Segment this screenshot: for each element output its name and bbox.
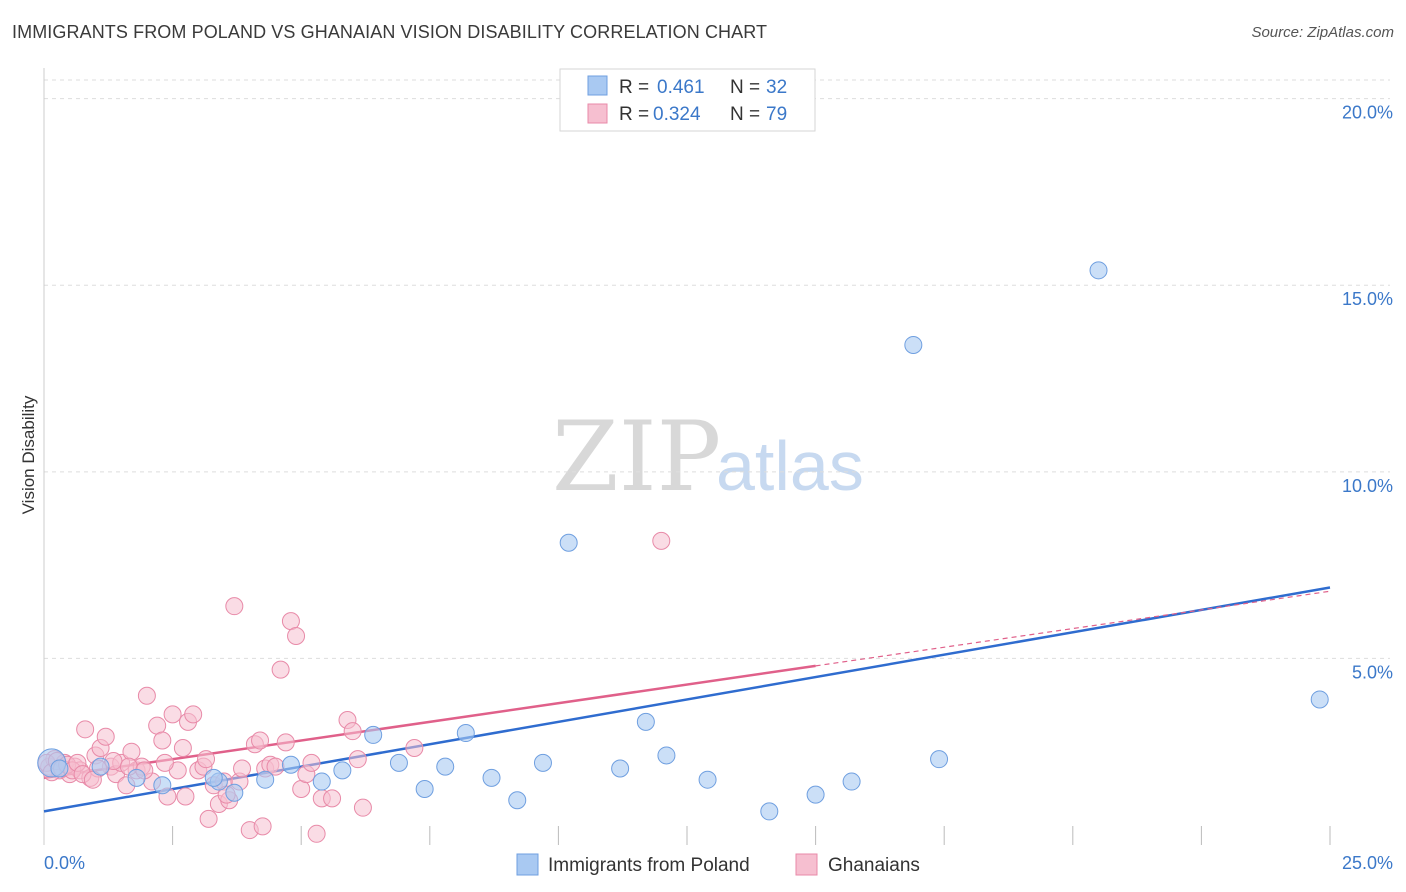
poland-point bbox=[364, 725, 383, 744]
x-tick-label-min: 0.0% bbox=[44, 853, 85, 873]
poland-point bbox=[698, 770, 717, 789]
legend-swatch-pink bbox=[587, 103, 608, 124]
legend-r-value-1: 0.461 bbox=[657, 77, 705, 98]
ghanaians-point bbox=[122, 742, 141, 761]
poland-point bbox=[636, 712, 655, 731]
legend-n-value-1: 32 bbox=[766, 77, 787, 98]
poland-point bbox=[225, 783, 244, 802]
poland-point bbox=[415, 780, 434, 799]
ghanaians-point bbox=[233, 759, 252, 778]
ghanaians-point bbox=[176, 787, 195, 806]
series-legend-label-ghanaians: Ghanaians bbox=[828, 855, 920, 876]
y-axis-title: Vision Disability bbox=[19, 395, 38, 514]
legend-n-label-2: N = bbox=[730, 104, 760, 125]
watermark-zip: ZIP bbox=[552, 401, 721, 513]
ghanaians-point bbox=[253, 817, 272, 836]
ghanaians-point bbox=[199, 809, 218, 828]
legend-r-label-1: R = bbox=[619, 77, 649, 98]
ghanaians-point bbox=[184, 705, 203, 724]
y-tick-label: 15.0% bbox=[1342, 289, 1393, 309]
poland-point bbox=[657, 746, 676, 765]
legend-r-label-2: R = bbox=[619, 104, 649, 125]
poland-point bbox=[436, 757, 455, 776]
x-tick-label-max: 25.0% bbox=[1342, 853, 1393, 873]
ghanaians-point bbox=[307, 824, 326, 843]
ghanaians-point bbox=[652, 531, 671, 550]
chart-title: IMMIGRANTS FROM POLAND VS GHANAIAN VISIO… bbox=[12, 22, 768, 42]
poland-point bbox=[842, 772, 861, 791]
ghanaians-point bbox=[281, 612, 300, 631]
ghanaians-point bbox=[148, 716, 167, 735]
poland-point bbox=[281, 755, 300, 774]
poland-point bbox=[312, 772, 331, 791]
correlation-legend: R = 0.461 N = 32 R = 0.324 N = 79 bbox=[559, 68, 816, 132]
y-tick-label: 10.0% bbox=[1342, 476, 1393, 496]
poland-point bbox=[533, 753, 552, 772]
legend-n-value-2: 79 bbox=[766, 104, 787, 125]
series-legend-label-poland: Immigrants from Poland bbox=[548, 855, 750, 876]
y-tick-label: 5.0% bbox=[1352, 662, 1393, 682]
legend-r-value-2: 0.324 bbox=[653, 104, 701, 125]
poland-point bbox=[508, 791, 527, 810]
ghanaians-point bbox=[287, 627, 306, 646]
poland-point bbox=[559, 533, 578, 552]
ghanaians-point bbox=[343, 722, 362, 741]
source-credit: Source: ZipAtlas.com bbox=[1251, 24, 1394, 41]
ghanaians-point bbox=[302, 753, 321, 772]
poland-point bbox=[204, 768, 223, 787]
poland-point bbox=[806, 785, 825, 804]
poland-point bbox=[389, 753, 408, 772]
points-layer bbox=[37, 261, 1329, 843]
poland-point bbox=[904, 335, 923, 354]
ghanaians-point bbox=[137, 686, 156, 705]
ghanaians-point bbox=[323, 789, 342, 808]
poland-point bbox=[127, 768, 146, 787]
ghanaians-point bbox=[353, 798, 372, 817]
poland-point bbox=[256, 770, 275, 789]
axis-layer: 5.0% 10.0% 15.0% 20.0% 0.0% 25.0% bbox=[43, 68, 1393, 873]
ghanaians-point bbox=[173, 738, 192, 757]
poland-point bbox=[50, 759, 69, 778]
ghanaians-point bbox=[225, 597, 244, 616]
poland-point bbox=[930, 750, 949, 769]
ghanaians-point bbox=[271, 660, 290, 679]
poland-point bbox=[482, 768, 501, 787]
ghanaians-trend-extension bbox=[815, 590, 1331, 667]
ghanaians-point bbox=[276, 733, 295, 752]
poland-point bbox=[1089, 261, 1108, 280]
poland-point bbox=[91, 757, 110, 776]
series-legend-swatch-ghanaians bbox=[795, 853, 818, 876]
poland-point bbox=[1310, 690, 1329, 709]
ghanaians-point bbox=[251, 731, 270, 750]
ghanaians-point bbox=[292, 780, 311, 799]
ghanaians-point bbox=[76, 720, 95, 739]
ghanaians-point bbox=[153, 731, 172, 750]
series-legend-swatch-poland bbox=[516, 853, 539, 876]
legend-n-label-1: N = bbox=[730, 77, 760, 98]
poland-point bbox=[456, 724, 475, 743]
poland-point bbox=[333, 761, 352, 780]
ghanaians-point bbox=[348, 750, 367, 769]
watermark-atlas: atlas bbox=[716, 427, 864, 505]
poland-point bbox=[611, 759, 630, 778]
grid-layer bbox=[44, 79, 1390, 659]
ghanaians-point bbox=[163, 705, 182, 724]
poland-point bbox=[760, 802, 779, 821]
y-tick-label: 20.0% bbox=[1342, 103, 1393, 123]
ghanaians-point bbox=[405, 738, 424, 757]
ghanaians-point bbox=[96, 727, 115, 746]
series-legend: Immigrants from Poland Ghanaians bbox=[516, 853, 920, 876]
ghanaians-point bbox=[197, 750, 216, 769]
ghanaians-point bbox=[155, 753, 174, 772]
poland-point bbox=[153, 776, 172, 795]
legend-swatch-blue bbox=[587, 75, 608, 96]
